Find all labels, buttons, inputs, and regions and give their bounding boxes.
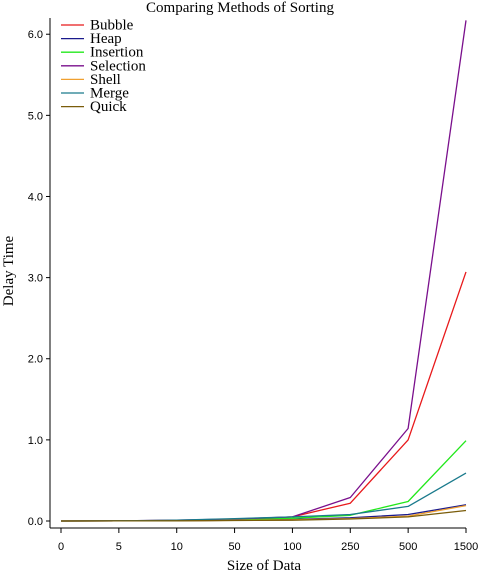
legend-label-shell: Shell xyxy=(90,72,121,88)
legend-label-merge: Merge xyxy=(90,86,129,102)
legend: BubbleHeapInsertionSelectionShellMergeQu… xyxy=(61,18,146,115)
y-tick-label: 5.0 xyxy=(28,110,43,122)
y-tick-label: 4.0 xyxy=(28,191,43,203)
legend-label-heap: Heap xyxy=(90,31,122,47)
x-tick-label: 10 xyxy=(171,541,183,553)
chart-title: Comparing Methods of Sorting xyxy=(146,0,334,16)
series-layer xyxy=(60,20,467,522)
y-tick-label: 6.0 xyxy=(28,29,43,41)
legend-label-bubble: Bubble xyxy=(90,18,134,34)
series-line-bubble xyxy=(60,271,467,522)
legend-label-insertion: Insertion xyxy=(90,45,144,61)
y-tick-label: 1.0 xyxy=(28,435,43,447)
legend-label-quick: Quick xyxy=(90,99,127,115)
x-axis-title: Size of Data xyxy=(227,558,301,574)
series-line-merge xyxy=(60,472,467,522)
series-line-insertion xyxy=(60,440,467,522)
axes: 0.0 1.0 2.0 3.0 4.0 5.0 6.0 0 5 10 50 100 250 500 1500 xyxy=(28,18,478,553)
legend-label-selection: Selection xyxy=(90,58,146,74)
x-tick-label: 0 xyxy=(58,541,64,553)
x-tick-label: 50 xyxy=(228,541,240,553)
x-tick-label: 250 xyxy=(341,541,359,553)
y-tick-label: 0.0 xyxy=(28,516,43,528)
x-tick-label: 500 xyxy=(399,541,417,553)
y-tick-label: 3.0 xyxy=(28,273,43,285)
x-tick-label: 5 xyxy=(116,541,122,553)
x-tick-label: 100 xyxy=(283,541,301,553)
series-line-quick xyxy=(60,509,467,522)
x-tick-label: 1500 xyxy=(454,541,478,553)
y-axis-title: Delay Time xyxy=(1,235,17,306)
y-tick-label: 2.0 xyxy=(28,354,43,366)
